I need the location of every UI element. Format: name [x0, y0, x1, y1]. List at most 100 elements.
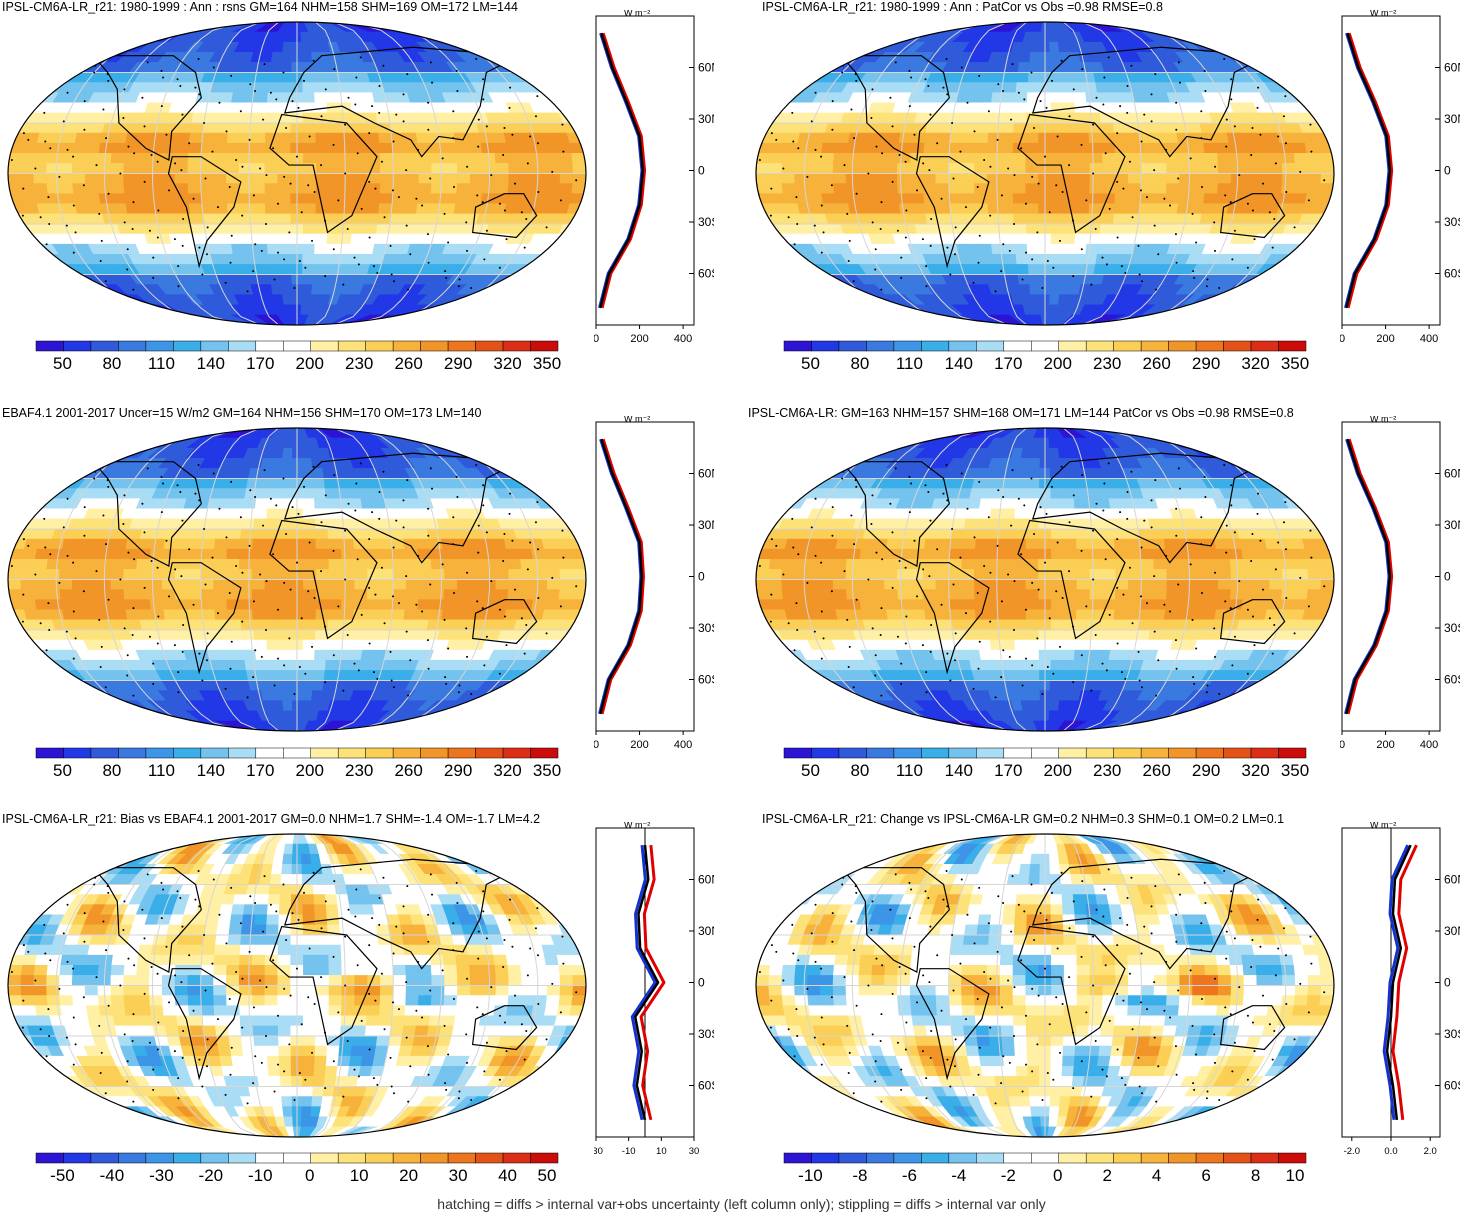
- map-cell: [1012, 589, 1027, 600]
- colorbar-swatch: [392, 340, 421, 352]
- map-cell: [871, 569, 885, 580]
- map-cell: [20, 153, 36, 164]
- map-cell: [149, 599, 165, 611]
- map-cell: [1123, 518, 1139, 530]
- map-cell: [1225, 447, 1254, 459]
- map-cell: [1215, 599, 1231, 611]
- map-cell: [1137, 213, 1153, 225]
- map-cell: [328, 589, 343, 600]
- map-cell: [521, 173, 535, 184]
- map-cell: [468, 700, 497, 712]
- map-cell: [341, 153, 356, 164]
- map-cell: [961, 173, 975, 184]
- map-cell: [72, 559, 87, 570]
- panel-title: IPSL-CM6A-LR: GM=163 NHM=157 SHM=168 OM=…: [748, 406, 1294, 420]
- map-cell: [253, 629, 267, 641]
- map-cell: [301, 274, 314, 285]
- map-cell: [314, 233, 328, 245]
- map-cell: [146, 720, 207, 731]
- map-cell: [871, 579, 885, 590]
- map-cell: [379, 193, 394, 205]
- map-cell: [187, 589, 202, 600]
- map-cell: [269, 62, 282, 73]
- map-cell: [301, 41, 312, 53]
- map-cell: [1251, 203, 1268, 215]
- map-cell: [136, 153, 151, 164]
- map-cell: [820, 153, 835, 164]
- map-cell: [533, 579, 548, 590]
- map-cell: [962, 132, 977, 144]
- map-cell: [111, 599, 127, 611]
- map-cell: [995, 274, 1010, 285]
- map-cell: [987, 599, 1001, 611]
- map-cell: [495, 173, 510, 184]
- map-cell: [353, 203, 368, 215]
- map-cell: [1178, 183, 1193, 194]
- zonal-x-tick-label: 0: [1340, 333, 1345, 345]
- map-cell: [494, 559, 509, 570]
- map-cell: [1108, 92, 1123, 104]
- map-cell: [986, 183, 1001, 194]
- map-cell: [455, 599, 470, 611]
- map-cell: [994, 72, 1008, 83]
- map-cell: [961, 193, 976, 205]
- map-cell: [325, 649, 340, 661]
- map-cell: [323, 72, 337, 83]
- map-cell: [543, 193, 560, 205]
- map-cell: [994, 264, 1008, 275]
- map-cell: [251, 569, 266, 580]
- map-cell: [251, 579, 266, 590]
- map-cell: [538, 488, 560, 499]
- map-cell: [8, 579, 22, 590]
- map-cell: [392, 163, 407, 174]
- map-cell: [336, 660, 350, 671]
- map-cell: [43, 670, 66, 681]
- map-cell: [46, 589, 62, 600]
- map-cell: [871, 153, 886, 164]
- map-cell: [756, 569, 770, 580]
- map-cell: [277, 193, 291, 205]
- colorbar-tick-label: 290: [443, 354, 473, 373]
- map-cell: [1018, 457, 1031, 469]
- colorbar-tick-label: 50: [801, 354, 820, 373]
- map-cell: [532, 183, 548, 194]
- colorbar-swatch: [530, 340, 559, 352]
- map-cell: [187, 163, 202, 174]
- map-cell: [1217, 163, 1232, 174]
- map-cell: [97, 437, 131, 449]
- map-cell: [188, 203, 204, 215]
- map-cell: [110, 589, 125, 600]
- map-cell: [1050, 92, 1064, 104]
- map-cell: [768, 153, 784, 164]
- map-cell: [277, 538, 292, 550]
- map-cell: [503, 457, 530, 469]
- map-cell: [1187, 122, 1203, 134]
- map-cell: [269, 274, 282, 285]
- map-cell: [176, 132, 191, 144]
- map-cell: [982, 72, 997, 83]
- map-cell: [835, 203, 851, 215]
- map-cell: [988, 122, 1002, 134]
- map-cell: [34, 599, 51, 611]
- map-cell: [337, 649, 352, 661]
- map-cell: [33, 153, 49, 164]
- map-cell: [1089, 193, 1103, 205]
- map-cell: [405, 559, 420, 570]
- map-cell: [1025, 538, 1040, 550]
- map-cell: [936, 142, 951, 154]
- map-cell: [1176, 538, 1192, 550]
- map-cell: [440, 304, 470, 316]
- map-cell: [1089, 589, 1104, 600]
- map-cell: [415, 203, 431, 215]
- map-cell: [507, 62, 531, 73]
- map-cell: [189, 619, 205, 631]
- map-cell: [964, 518, 979, 530]
- map-cell: [322, 314, 348, 325]
- map-cell: [74, 51, 100, 63]
- map-cell: [124, 142, 139, 154]
- map-cell: [328, 538, 342, 550]
- map-cell: [405, 163, 420, 174]
- colorbar-swatch: [392, 747, 421, 759]
- map-cell: [255, 488, 270, 499]
- map-cell: [508, 163, 523, 174]
